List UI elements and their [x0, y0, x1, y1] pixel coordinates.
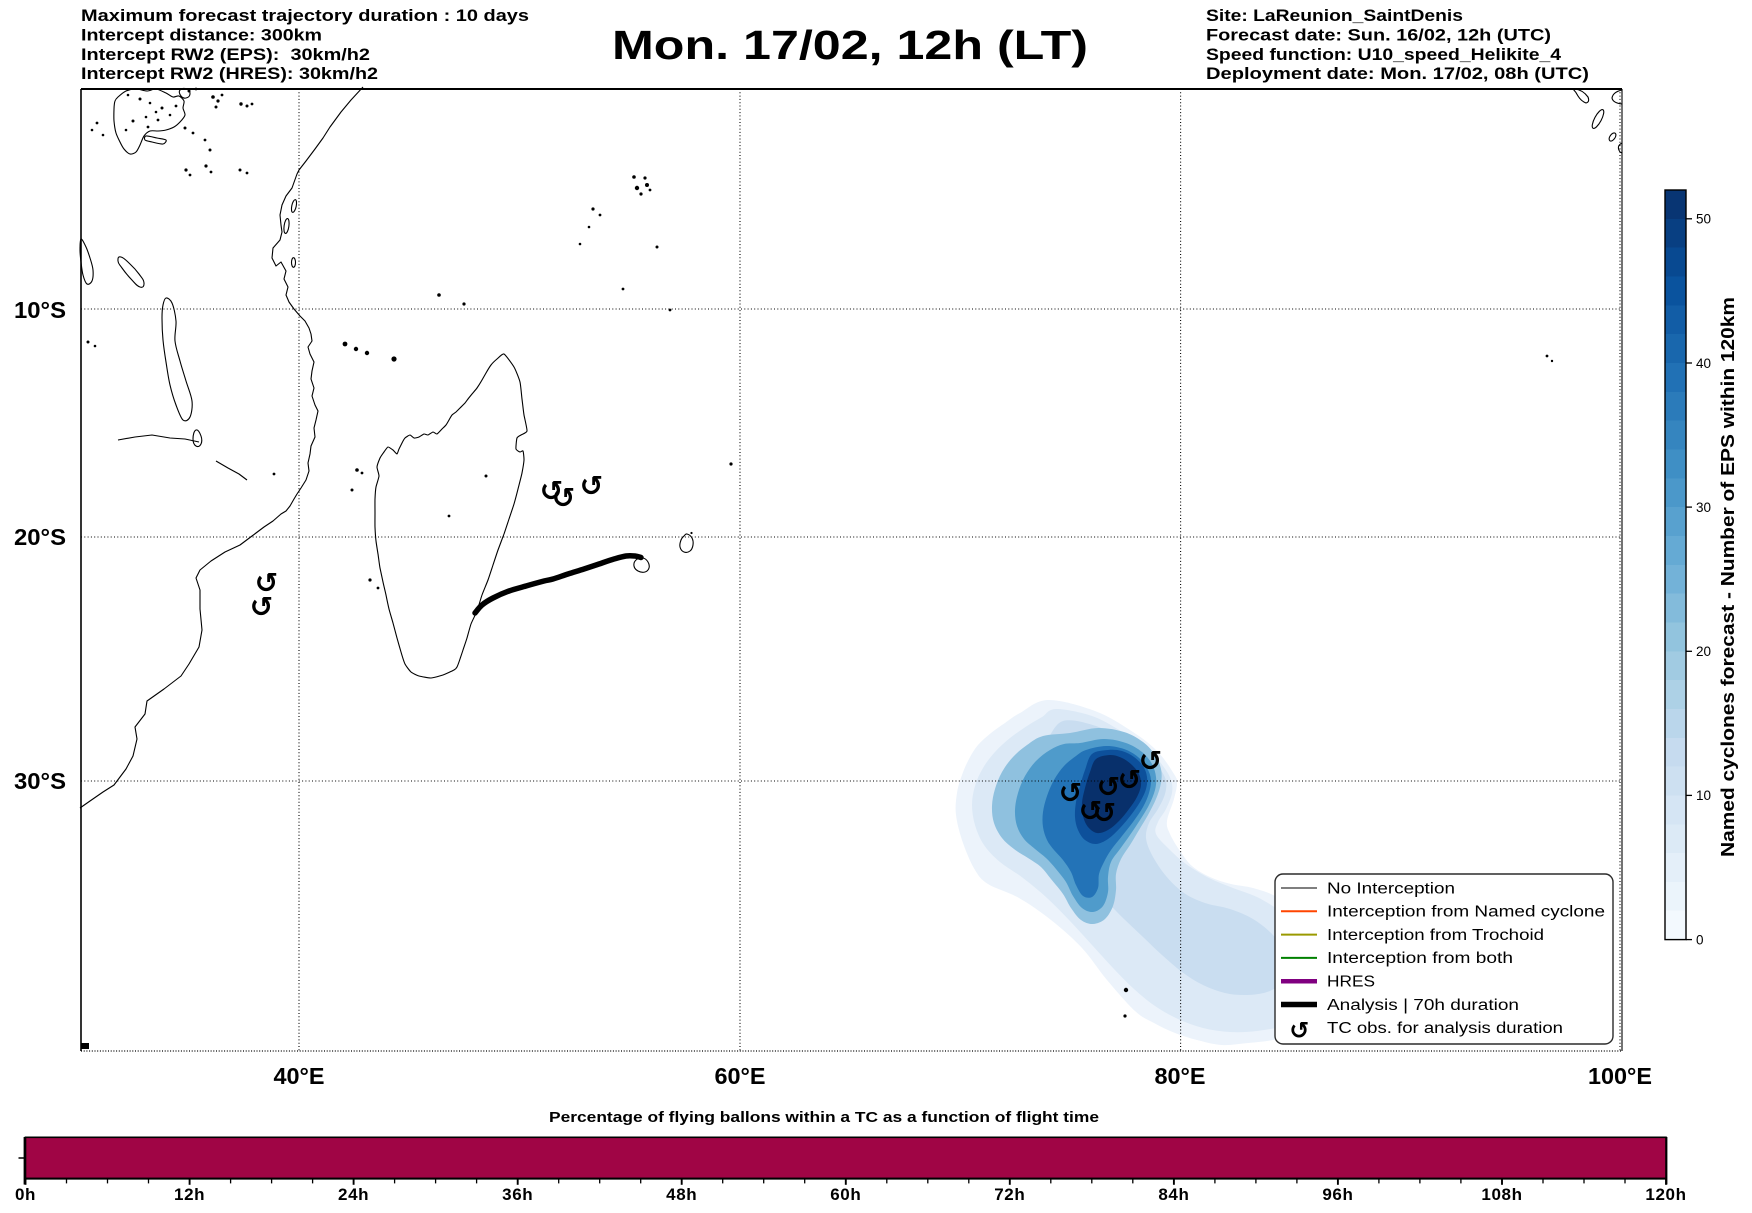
- svg-text:40°E: 40°E: [274, 1063, 325, 1089]
- svg-text:24h: 24h: [338, 1185, 369, 1204]
- svg-text:Percentage of flying ballons w: Percentage of flying ballons within a TC…: [549, 1109, 1099, 1126]
- svg-text:120h: 120h: [1645, 1185, 1686, 1204]
- svg-text:84h: 84h: [1158, 1185, 1189, 1204]
- svg-text:Deployment date: Mon. 17/02, 0: Deployment date: Mon. 17/02, 08h (UTC): [1206, 65, 1589, 83]
- svg-text:Mon. 17/02, 12h (LT): Mon. 17/02, 12h (LT): [612, 22, 1088, 68]
- svg-text:60h: 60h: [830, 1185, 861, 1204]
- svg-text:Maximum forecast trajectory du: Maximum forecast trajectory duration : 1…: [81, 7, 529, 25]
- svg-text:30: 30: [1696, 500, 1711, 515]
- svg-text:108h: 108h: [1481, 1185, 1522, 1204]
- svg-text:TC obs. for analysis duration: TC obs. for analysis duration: [1327, 1020, 1563, 1037]
- svg-text:Intercept distance: 300km: Intercept distance: 300km: [81, 26, 322, 44]
- svg-text:Interception from Named cyclon: Interception from Named cyclone: [1327, 904, 1605, 921]
- svg-text:48h: 48h: [666, 1185, 697, 1204]
- svg-text:Interception from Trochoid: Interception from Trochoid: [1327, 927, 1544, 944]
- svg-text:20°S: 20°S: [14, 524, 66, 550]
- svg-text:Intercept RW2 (HRES): 30km/h2: Intercept RW2 (HRES): 30km/h2: [81, 65, 378, 83]
- svg-text:80°E: 80°E: [1155, 1063, 1206, 1089]
- svg-text:Speed function: U10_speed_Heli: Speed function: U10_speed_Helikite_4: [1206, 46, 1561, 64]
- svg-text:10°S: 10°S: [14, 297, 66, 323]
- svg-text:100°E: 100°E: [1588, 1063, 1652, 1089]
- svg-text:20: 20: [1696, 644, 1711, 659]
- svg-text:60°E: 60°E: [715, 1063, 766, 1089]
- svg-text:HRES: HRES: [1327, 974, 1375, 991]
- svg-text:72h: 72h: [994, 1185, 1025, 1204]
- svg-text:Analysis | 70h duration: Analysis | 70h duration: [1327, 997, 1519, 1014]
- svg-text:0: 0: [1696, 932, 1704, 947]
- svg-text:Site: LaReunion_SaintDenis: Site: LaReunion_SaintDenis: [1206, 7, 1463, 25]
- svg-text:12h: 12h: [174, 1185, 205, 1204]
- svg-text:96h: 96h: [1322, 1185, 1353, 1204]
- svg-text:Named cyclones forecast - Numb: Named cyclones forecast - Number of EPS …: [1717, 297, 1738, 857]
- svg-text:40: 40: [1696, 356, 1711, 371]
- svg-text:0h: 0h: [15, 1185, 36, 1204]
- svg-text:50: 50: [1696, 212, 1711, 227]
- svg-text:10: 10: [1696, 788, 1711, 803]
- svg-text:No Interception: No Interception: [1327, 880, 1455, 897]
- svg-text:Forecast date: Sun. 16/02, 12h: Forecast date: Sun. 16/02, 12h (UTC): [1206, 26, 1551, 44]
- svg-text:Interception from both: Interception from both: [1327, 950, 1513, 967]
- svg-text:30°S: 30°S: [14, 768, 66, 794]
- svg-text:Intercept RW2 (EPS): 30km/h2: Intercept RW2 (EPS): 30km/h2: [81, 46, 370, 64]
- svg-text:36h: 36h: [502, 1185, 533, 1204]
